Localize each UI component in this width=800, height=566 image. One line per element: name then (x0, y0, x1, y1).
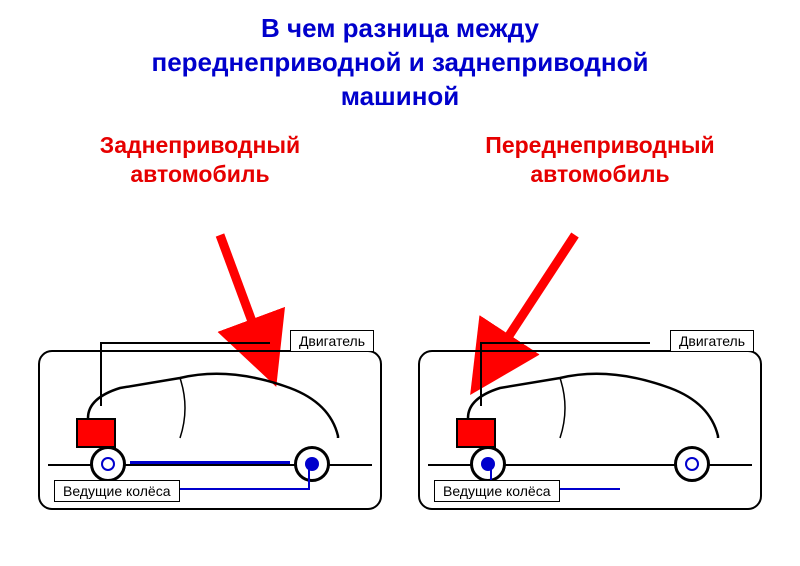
diagram-row: Двигатель Ведущие колёса Двигатель Ведущ (0, 318, 800, 518)
subtitle-rear-line1: Заднеприводный (0, 131, 400, 160)
engine-block (76, 418, 116, 448)
label-wheels: Ведущие колёса (54, 480, 180, 502)
engine-block (456, 418, 496, 448)
subtitle-front-line1: Переднеприводный (400, 131, 800, 160)
leader-wheels-v (308, 464, 310, 490)
subtitle-front-line2: автомобиль (400, 160, 800, 189)
wheel-rear (674, 446, 710, 482)
panel-front-wd: Двигатель Ведущие колёса (410, 318, 770, 518)
title-line-3: машиной (0, 80, 800, 114)
label-wheels: Ведущие колёса (434, 480, 560, 502)
main-title: В чем разница между переднеприводной и з… (0, 0, 800, 113)
subtitle-front-wd: Переднеприводный автомобиль (400, 131, 800, 189)
title-line-2: переднеприводной и заднеприводной (0, 46, 800, 80)
subtitle-rear-line2: автомобиль (0, 160, 400, 189)
panel-rear-wd: Двигатель Ведущие колёса (30, 318, 390, 518)
subtitle-rear-wd: Заднеприводный автомобиль (0, 131, 400, 189)
leader-wheels-h (180, 488, 310, 490)
wheel-hub-front (101, 457, 115, 471)
subtitles-row: Заднеприводный автомобиль Переднеприводн… (0, 131, 800, 189)
wheel-front (90, 446, 126, 482)
wheel-front (470, 446, 506, 482)
title-line-1: В чем разница между (0, 12, 800, 46)
wheel-hub-rear (685, 457, 699, 471)
wheel-hub-front (481, 457, 495, 471)
wheel-rear (294, 446, 330, 482)
